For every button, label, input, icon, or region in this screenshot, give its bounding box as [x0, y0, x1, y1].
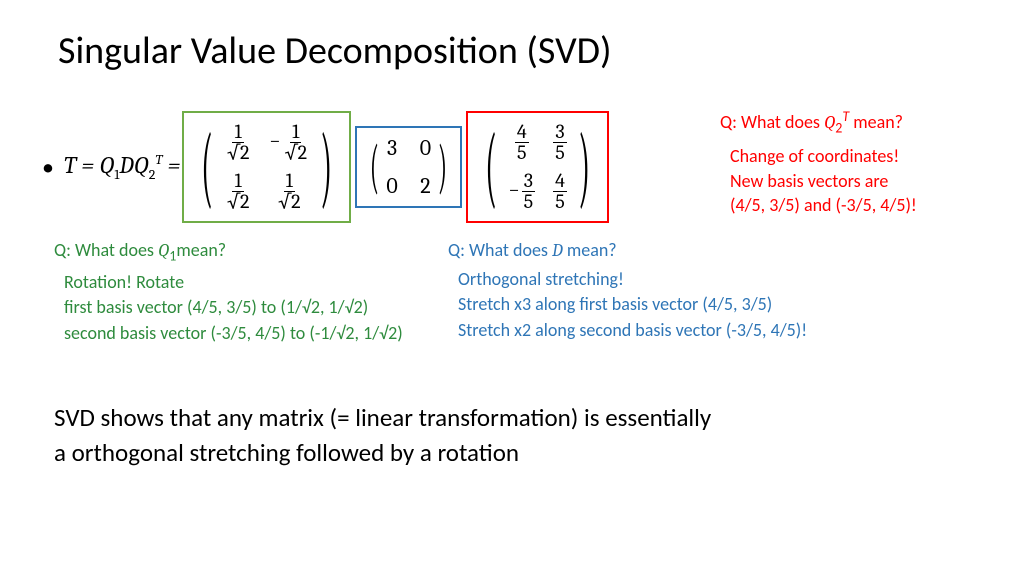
bullet: •	[42, 153, 54, 182]
green-line2: first basis vector (4/5, 3/5) to (1/√2, …	[64, 295, 403, 320]
green-line3: second basis vector (-3/5, 4/5) to (-1/√…	[64, 321, 403, 346]
blue-line2: Stretch x3 along first basis vector (4/5…	[458, 292, 807, 317]
red-annotation: Q: What does Q2T mean? Change of coordin…	[720, 108, 917, 217]
blue-line1: Orthogonal stretching!	[458, 267, 807, 292]
green-annotation: Q: What does Q1mean? Rotation! Rotate fi…	[54, 238, 403, 346]
equation-lhs: T = Q1DQ2T =	[64, 151, 180, 183]
summary-text: SVD shows that any matrix (= linear tran…	[54, 400, 711, 470]
blue-annotation: Q: What does D mean? Orthogonal stretchi…	[448, 238, 807, 343]
green-line1: Rotation! Rotate	[64, 270, 403, 295]
blue-question: Q: What does D mean?	[448, 238, 807, 263]
matrix-q2t: 45 35 −35 45	[508, 122, 566, 212]
blue-line3: Stretch x2 along second basis vector (-3…	[458, 318, 807, 343]
matrix-q2t-box: ( 45 35 −35 45 )	[466, 111, 609, 223]
matrix-q1-box: ( 1√2 −1√2 1√2 1√2 )	[182, 111, 351, 223]
red-question: Q: What does Q2T mean?	[720, 108, 917, 138]
summary-line2: a orthogonal stretching followed by a ro…	[54, 435, 711, 470]
matrix-d: 30 02	[386, 135, 431, 199]
matrix-d-box: ( 30 02 )	[355, 126, 462, 208]
red-line3: (4/5, 3/5) and (-3/5, 4/5)!	[730, 193, 917, 217]
red-line1: Change of coordinates!	[730, 144, 917, 168]
green-question: Q: What does Q1mean?	[54, 238, 403, 266]
summary-line1: SVD shows that any matrix (= linear tran…	[54, 400, 711, 435]
matrix-q1: 1√2 −1√2 1√2 1√2	[225, 122, 309, 212]
red-line2: New basis vectors are	[730, 169, 917, 193]
equation-row: • T = Q1DQ2T = ( 1√2 −1√2 1√2 1√2 ) ( 30…	[42, 112, 611, 222]
slide-title: Singular Value Decomposition (SVD)	[58, 28, 612, 74]
